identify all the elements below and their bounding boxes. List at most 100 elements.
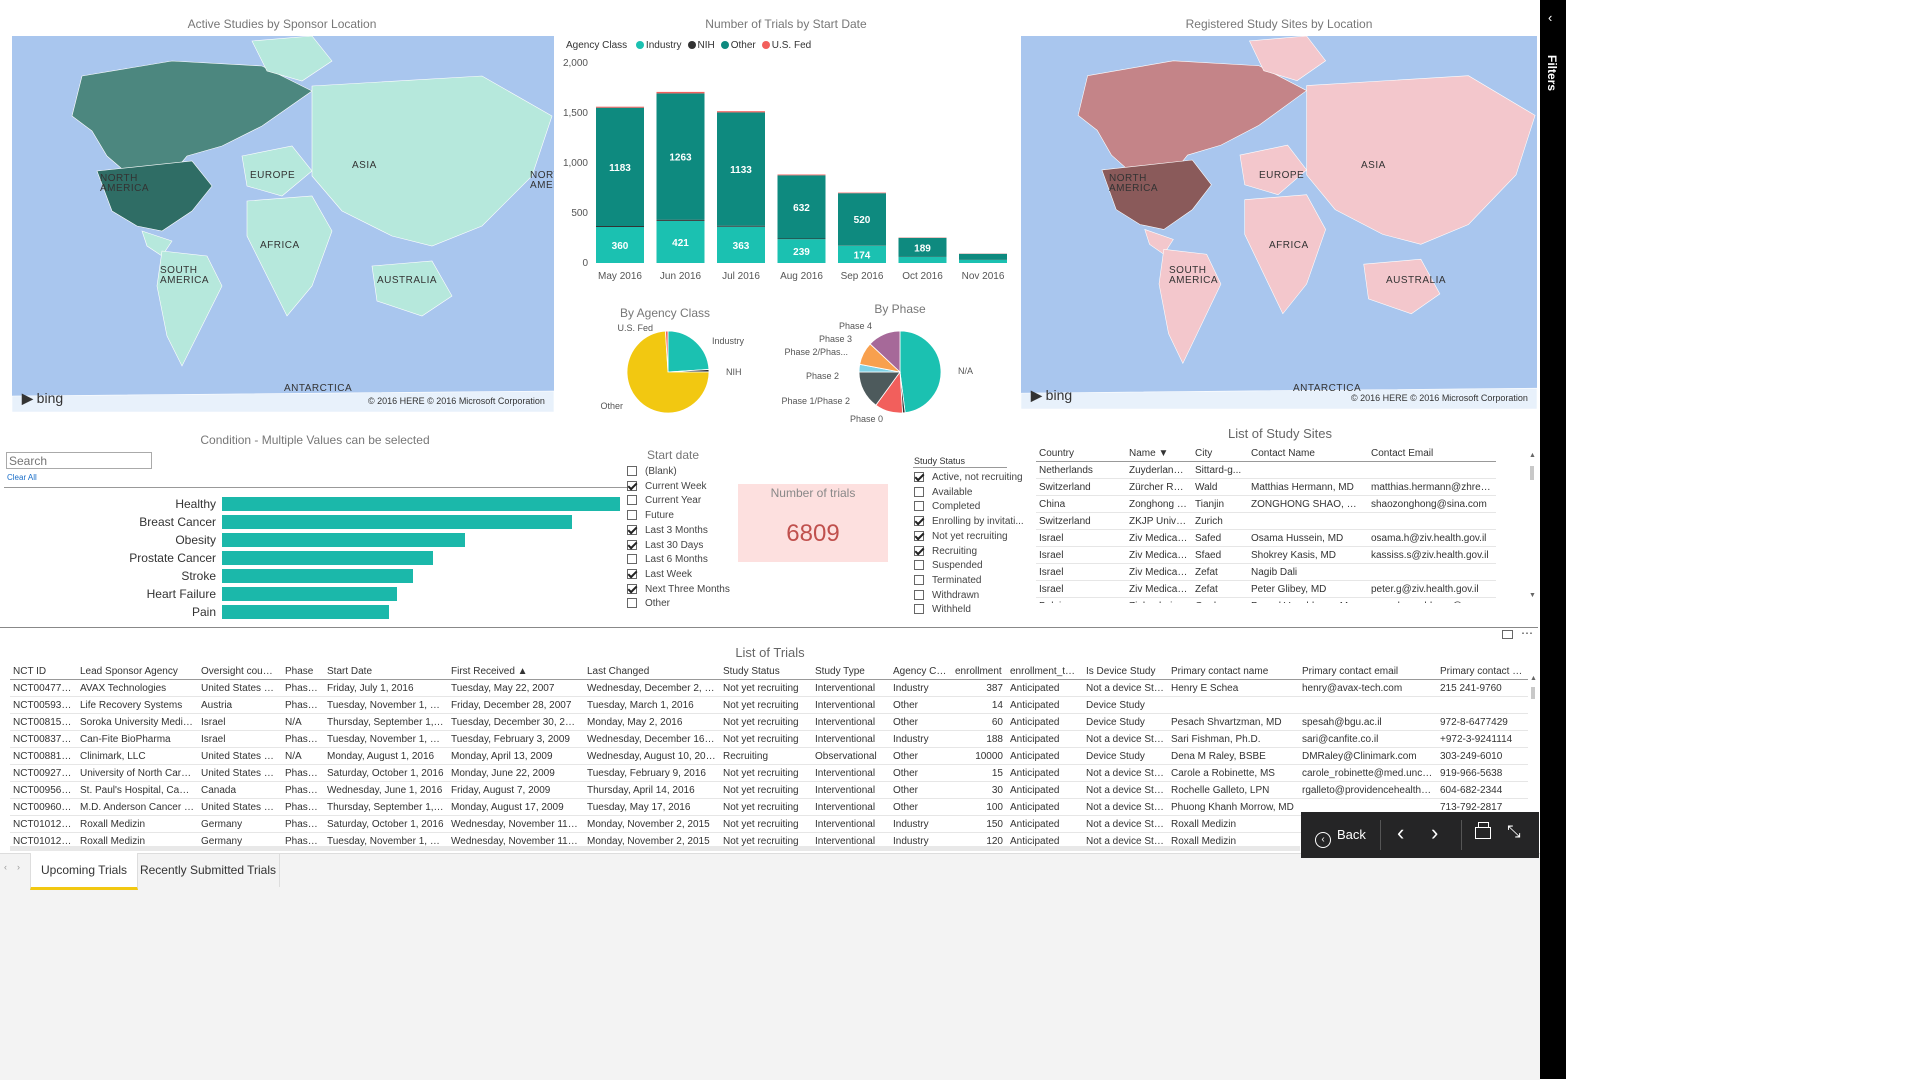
start-date-item[interactable]: Current Week (627, 480, 707, 494)
trials-column-header[interactable]: enrollment_type (1007, 663, 1083, 680)
bar-segment-usfed[interactable] (778, 175, 826, 176)
trials-hscroll[interactable] (10, 846, 1300, 851)
previous-page-icon[interactable]: ‹ (1397, 820, 1404, 846)
condition-bar[interactable] (222, 551, 433, 565)
legend-item-other[interactable]: Other (715, 40, 756, 51)
exit-fullscreen-icon[interactable]: ⤡ (1507, 822, 1521, 842)
checkbox-icon[interactable] (627, 540, 637, 550)
bar-segment-industry[interactable] (899, 257, 947, 263)
bar-segment-other[interactable] (959, 254, 1007, 260)
start-date-item[interactable]: Future (627, 509, 674, 523)
checkbox-icon[interactable] (627, 584, 637, 594)
checkbox-icon[interactable] (627, 466, 637, 476)
checkbox-icon[interactable] (914, 487, 924, 497)
africa-region[interactable] (247, 196, 332, 316)
africa-region[interactable] (1245, 195, 1326, 314)
start-date-item[interactable]: Last 6 Months (627, 553, 708, 567)
asia-region[interactable] (312, 76, 552, 246)
checkbox-icon[interactable] (627, 525, 637, 535)
bar-segment-usfed[interactable] (717, 111, 765, 112)
study-status-item[interactable]: Terminated (914, 574, 981, 588)
tab-upcoming-trials[interactable]: Upcoming Trials (30, 853, 138, 890)
trials-column-header[interactable]: Primary contact name (1168, 663, 1299, 680)
condition-bar[interactable] (222, 569, 413, 583)
trials-column-header[interactable]: First Received ▲ (448, 663, 584, 680)
study-status-item[interactable]: Completed (914, 500, 980, 514)
bar-segment-nih[interactable] (717, 226, 765, 227)
start-date-item[interactable]: Last 3 Months (627, 524, 708, 538)
trials-column-header[interactable]: Study Status (720, 663, 812, 680)
checkbox-icon[interactable] (627, 598, 637, 608)
start-date-item[interactable]: Next Three Months (627, 583, 730, 597)
study-status-item[interactable]: Not yet recruiting (914, 530, 1008, 544)
checkbox-icon[interactable] (914, 590, 924, 600)
condition-bar[interactable] (222, 533, 465, 547)
trials-column-header[interactable]: Study Type (812, 663, 890, 680)
next-page-icon[interactable]: › (1431, 820, 1438, 846)
checkbox-icon[interactable] (627, 569, 637, 579)
australia-region[interactable] (1364, 259, 1440, 314)
start-date-item[interactable]: Last Week (627, 568, 692, 582)
trials-column-header[interactable]: Is Device Study (1083, 663, 1168, 680)
trials-column-header[interactable]: Phase (282, 663, 324, 680)
trials-column-header[interactable]: Agency Class (890, 663, 952, 680)
bar-segment-nih[interactable] (778, 239, 826, 240)
australia-region[interactable] (372, 261, 452, 316)
sites-column-header[interactable]: City (1192, 445, 1248, 462)
checkbox-icon[interactable] (914, 472, 924, 482)
usa-region[interactable] (1102, 160, 1211, 229)
condition-bar[interactable] (222, 497, 620, 511)
study-status-item[interactable]: Withdrawn (914, 589, 979, 603)
sites-column-header[interactable]: Country (1036, 445, 1126, 462)
trials-column-header[interactable]: NCT ID (10, 663, 77, 680)
study-status-item[interactable]: Withheld (914, 603, 971, 617)
trials-column-header[interactable]: enrollment (952, 663, 1007, 680)
filters-pane[interactable]: ‹ Filters (1540, 0, 1566, 1079)
trials-column-header[interactable]: Primary contact email (1299, 663, 1437, 680)
bar-segment-industry[interactable] (959, 260, 1007, 263)
checkbox-icon[interactable] (914, 575, 924, 585)
start-date-item[interactable]: Last 30 Days (627, 539, 703, 553)
condition-bar[interactable] (222, 587, 397, 601)
checkbox-icon[interactable] (627, 495, 637, 505)
checkbox-icon[interactable] (627, 554, 637, 564)
bar-segment-usfed[interactable] (596, 107, 644, 108)
trials-column-header[interactable]: Oversight country (198, 663, 282, 680)
checkbox-icon[interactable] (914, 531, 924, 541)
study-status-item[interactable]: Enrolling by invitati... (914, 515, 1024, 529)
checkbox-icon[interactable] (914, 546, 924, 556)
checkbox-icon[interactable] (914, 604, 924, 614)
checkbox-icon[interactable] (627, 481, 637, 491)
sites-row[interactable]: BelgiumZiekenhuis ...GenkPascal Vanelder… (1036, 598, 1496, 604)
checkbox-icon[interactable] (914, 560, 924, 570)
study-status-item[interactable]: Active, not recruiting (914, 471, 1023, 485)
collapse-filters-icon[interactable]: ‹ (1548, 10, 1552, 25)
usa-region[interactable] (97, 161, 212, 231)
pie-slice-na[interactable] (900, 331, 941, 413)
sites-column-header[interactable]: Contact Name (1248, 445, 1368, 462)
study-status-item[interactable]: Available (914, 486, 972, 500)
sites-scrollbar[interactable]: ▲ ▼ (1528, 452, 1536, 600)
start-date-item[interactable]: (Blank) (627, 465, 677, 479)
bar-segment-nih[interactable] (596, 226, 644, 227)
tab-scroll-left-icon[interactable]: ‹ (4, 862, 7, 872)
condition-search-input[interactable] (6, 452, 152, 469)
back-button[interactable]: ‹Back (1315, 824, 1366, 846)
